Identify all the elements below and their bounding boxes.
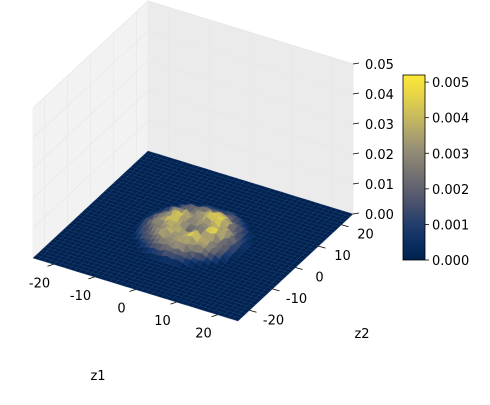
y-tick [249, 309, 257, 313]
y-tick-label: -20 [263, 313, 284, 328]
y-tick-label: -10 [286, 292, 307, 307]
gridline-z [32, 90, 354, 199]
z-tick-label: 0.02 [365, 148, 394, 163]
x-tick [211, 314, 218, 318]
colorbar: 0.000 0.001 0.002 0.003 0.004 0.005 [402, 74, 469, 269]
x-tick-label: 20 [195, 327, 212, 342]
x-tick-label: 10 [154, 314, 171, 329]
x-tick-label: -10 [70, 289, 91, 304]
colorbar-tick-label: 0.000 [432, 254, 469, 269]
z-tick [352, 182, 360, 185]
colorbar-tick-label: 0.003 [432, 147, 469, 162]
gridline-z [32, 120, 354, 229]
z-tick [352, 122, 360, 125]
axis-ticks: -20-1001020-20-10010200.000.010.020.030.… [29, 58, 394, 342]
surface-patch [232, 316, 242, 322]
gridline-z [32, 30, 354, 139]
y-tick [341, 224, 349, 228]
z-tick-label: 0.00 [365, 208, 394, 223]
x-tick [129, 289, 136, 292]
z-tick-label: 0.03 [365, 118, 394, 133]
y-tick [295, 267, 303, 270]
x-tick [88, 276, 95, 280]
colorbar-tick-label: 0.002 [432, 183, 469, 198]
z-tick-label: 0.01 [365, 178, 394, 193]
x-tick [47, 263, 54, 267]
z-tick [352, 92, 360, 95]
colorbar-tick-label: 0.005 [432, 76, 469, 91]
z-tick-label: 0.04 [365, 88, 394, 103]
y-tick [318, 245, 326, 249]
y-tick [272, 288, 280, 292]
y-tick-label: 20 [357, 228, 374, 243]
colorbar-tick-label: 0.004 [432, 112, 469, 127]
colorbar-gradient [402, 74, 426, 261]
colorbar-tick-label: 0.001 [432, 218, 469, 233]
gridline-z [32, 0, 354, 109]
y-axis-label: z2 [354, 327, 369, 342]
gridline-z [32, 60, 354, 169]
z-tick [352, 152, 360, 155]
y-tick-label: 10 [334, 249, 351, 264]
y-tick-label: 0 [315, 271, 323, 286]
z-tick [352, 212, 360, 215]
x-tick [170, 301, 177, 305]
z-tick [352, 62, 360, 65]
x-axis-label: z1 [90, 369, 105, 384]
surface-mesh [32, 150, 354, 322]
x-tick-label: -20 [29, 276, 50, 291]
x-tick-label: 0 [117, 302, 125, 317]
z-tick-label: 0.05 [365, 58, 394, 73]
